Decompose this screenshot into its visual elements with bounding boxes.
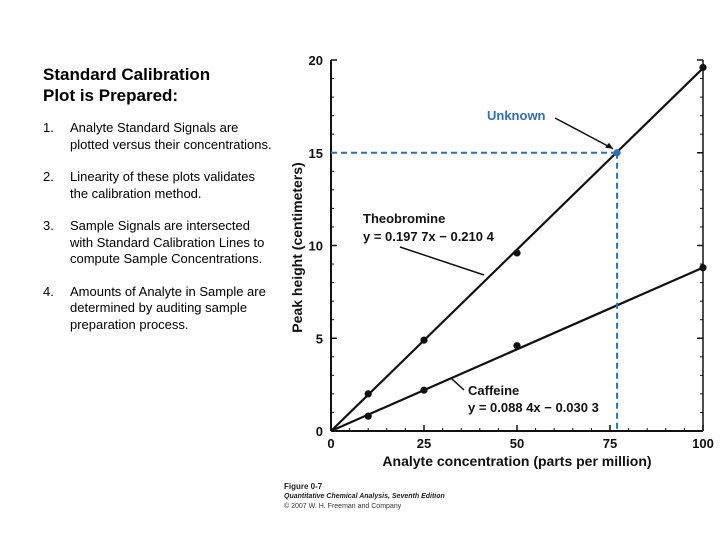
data-point-caffeine	[364, 412, 372, 420]
unknown-leader-arrowhead	[605, 142, 614, 149]
x-tick-label: 100	[692, 436, 714, 451]
data-point-caffeine	[513, 342, 521, 350]
theobromine-equation: y = 0.197 7x − 0.210 4	[363, 229, 495, 244]
step-number: 3.	[43, 218, 54, 233]
fit-line-caffeine	[330, 266, 704, 433]
figure-caption-book: Quantitative Chemical Analysis, Seventh …	[284, 493, 445, 500]
step-text: Sample Signals are intersected with Stan…	[70, 218, 265, 266]
slide-title-line-1: Standard Calibration	[43, 65, 211, 84]
step-number: 1.	[43, 120, 54, 135]
step-number: 2.	[43, 169, 54, 184]
step-item: 2. Linearity of these plots validates th…	[43, 169, 273, 202]
slide-title: Standard Calibration Plot is Prepared:	[43, 64, 273, 106]
figure-caption-number: Figure 0-7	[284, 482, 323, 491]
x-tick-label: 75	[603, 436, 617, 451]
x-tick-label: 50	[510, 436, 524, 451]
data-point-caffeine	[699, 264, 707, 272]
theobromine-label: Theobromine	[363, 211, 445, 226]
x-tick-label: 25	[417, 436, 431, 451]
caffeine-leader-line	[451, 378, 465, 391]
y-tick-label: 0	[316, 424, 323, 439]
figure-caption-copyright: © 2007 W. H. Freeman and Company	[284, 502, 402, 510]
slide-text-panel: Standard Calibration Plot is Prepared: 1…	[43, 64, 273, 349]
x-tick-label: 0	[327, 436, 334, 451]
x-axis-label: Analyte concentration (parts per million…	[382, 453, 651, 469]
unknown-guide	[331, 151, 619, 431]
step-text: Amounts of Analyte in Sample are determi…	[70, 283, 266, 332]
y-tick-label: 15	[309, 146, 323, 161]
step-item: 4. Amounts of Analyte in Sample are dete…	[43, 284, 273, 334]
data-point-theobromine	[513, 249, 521, 257]
chart-points	[364, 63, 707, 420]
y-tick-label: 5	[316, 331, 323, 346]
unknown-label: Unknown	[487, 108, 546, 123]
y-tick-label: 20	[309, 53, 323, 68]
unknown-leader-line	[554, 117, 614, 150]
unknown-point	[613, 149, 621, 157]
slide-title-line-2: Plot is Prepared:	[43, 86, 179, 105]
chart-text: 0 5 10 15 20 0 25 50 75 100 Analyte concentration …	[284, 53, 714, 510]
data-point-theobromine	[699, 63, 707, 72]
step-item: 1. Analyte Standard Signals are plotted …	[43, 120, 273, 153]
data-point-theobromine	[420, 336, 428, 344]
data-point-theobromine	[364, 390, 372, 398]
y-tick-label: 10	[309, 239, 323, 254]
step-text: Analyte Standard Signals are plotted ver…	[70, 120, 272, 152]
data-point-caffeine	[420, 386, 428, 394]
step-item: 3. Sample Signals are intersected with S…	[43, 218, 273, 268]
caffeine-label: Caffeine	[468, 383, 519, 398]
y-axis-label: Peak height (centimeters)	[289, 162, 305, 332]
step-text: Linearity of these plots validates the c…	[70, 169, 255, 201]
caffeine-equation: y = 0.088 4x − 0.030 3	[468, 400, 599, 415]
theobromine-leader-line	[399, 246, 485, 276]
step-number: 4.	[43, 283, 54, 299]
